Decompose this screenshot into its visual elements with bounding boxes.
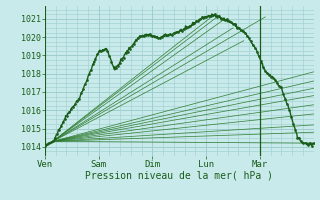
X-axis label: Pression niveau de la mer( hPa ): Pression niveau de la mer( hPa ) [85, 171, 273, 181]
